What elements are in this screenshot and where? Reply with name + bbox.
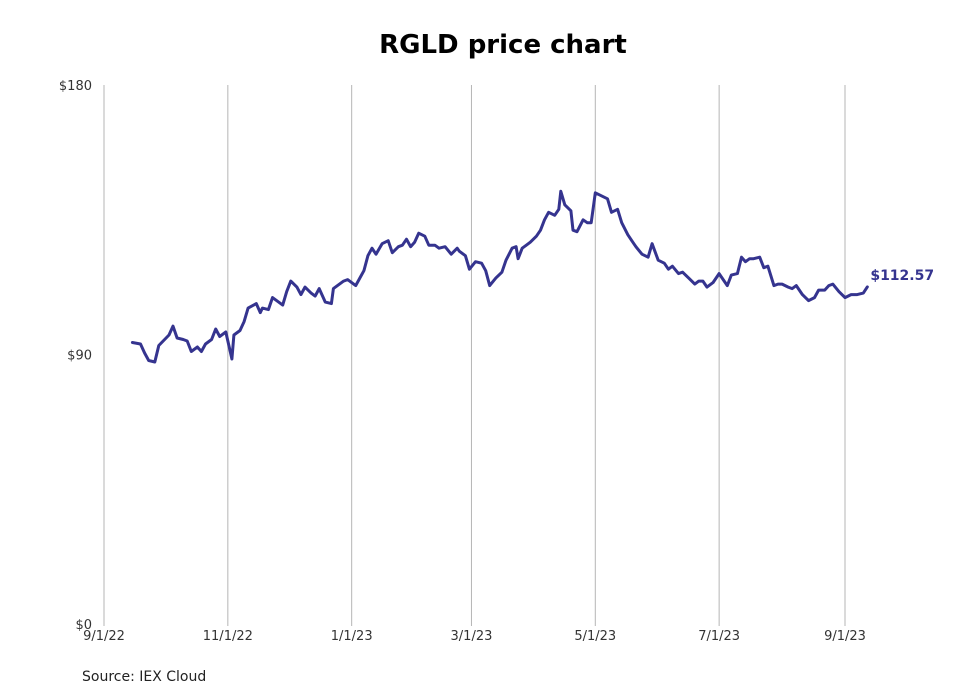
chart-title: RGLD price chart: [379, 30, 627, 60]
x-tick-label: 1/1/23: [331, 629, 373, 644]
x-tick-label: 11/1/22: [203, 629, 253, 644]
y-axis: $0 $90 $180: [59, 79, 92, 633]
grid-lines: [103, 85, 846, 626]
y-tick-label: $180: [59, 79, 92, 94]
x-tick-label: 3/1/23: [451, 629, 493, 644]
y-tick-label: $90: [67, 349, 92, 364]
source-note: Source: IEX Cloud: [82, 669, 207, 685]
x-tick-label: 9/1/23: [824, 629, 866, 644]
x-tick-label: 5/1/23: [574, 629, 616, 644]
x-axis: 9/1/22 11/1/22 1/1/23 3/1/23 5/1/23 7/1/23 9/1…: [83, 629, 866, 644]
last-price-label: $112.57: [870, 268, 934, 284]
x-tick-label: 9/1/22: [83, 629, 125, 644]
x-tick-label: 7/1/23: [698, 629, 740, 644]
y-tick-label: $0: [75, 618, 92, 633]
price-chart: $0 $90 $180 9/1/22 11/1/22 1/1/23 3/1/23 5/1/2…: [59, 79, 934, 644]
price-series-line: [130, 189, 869, 364]
